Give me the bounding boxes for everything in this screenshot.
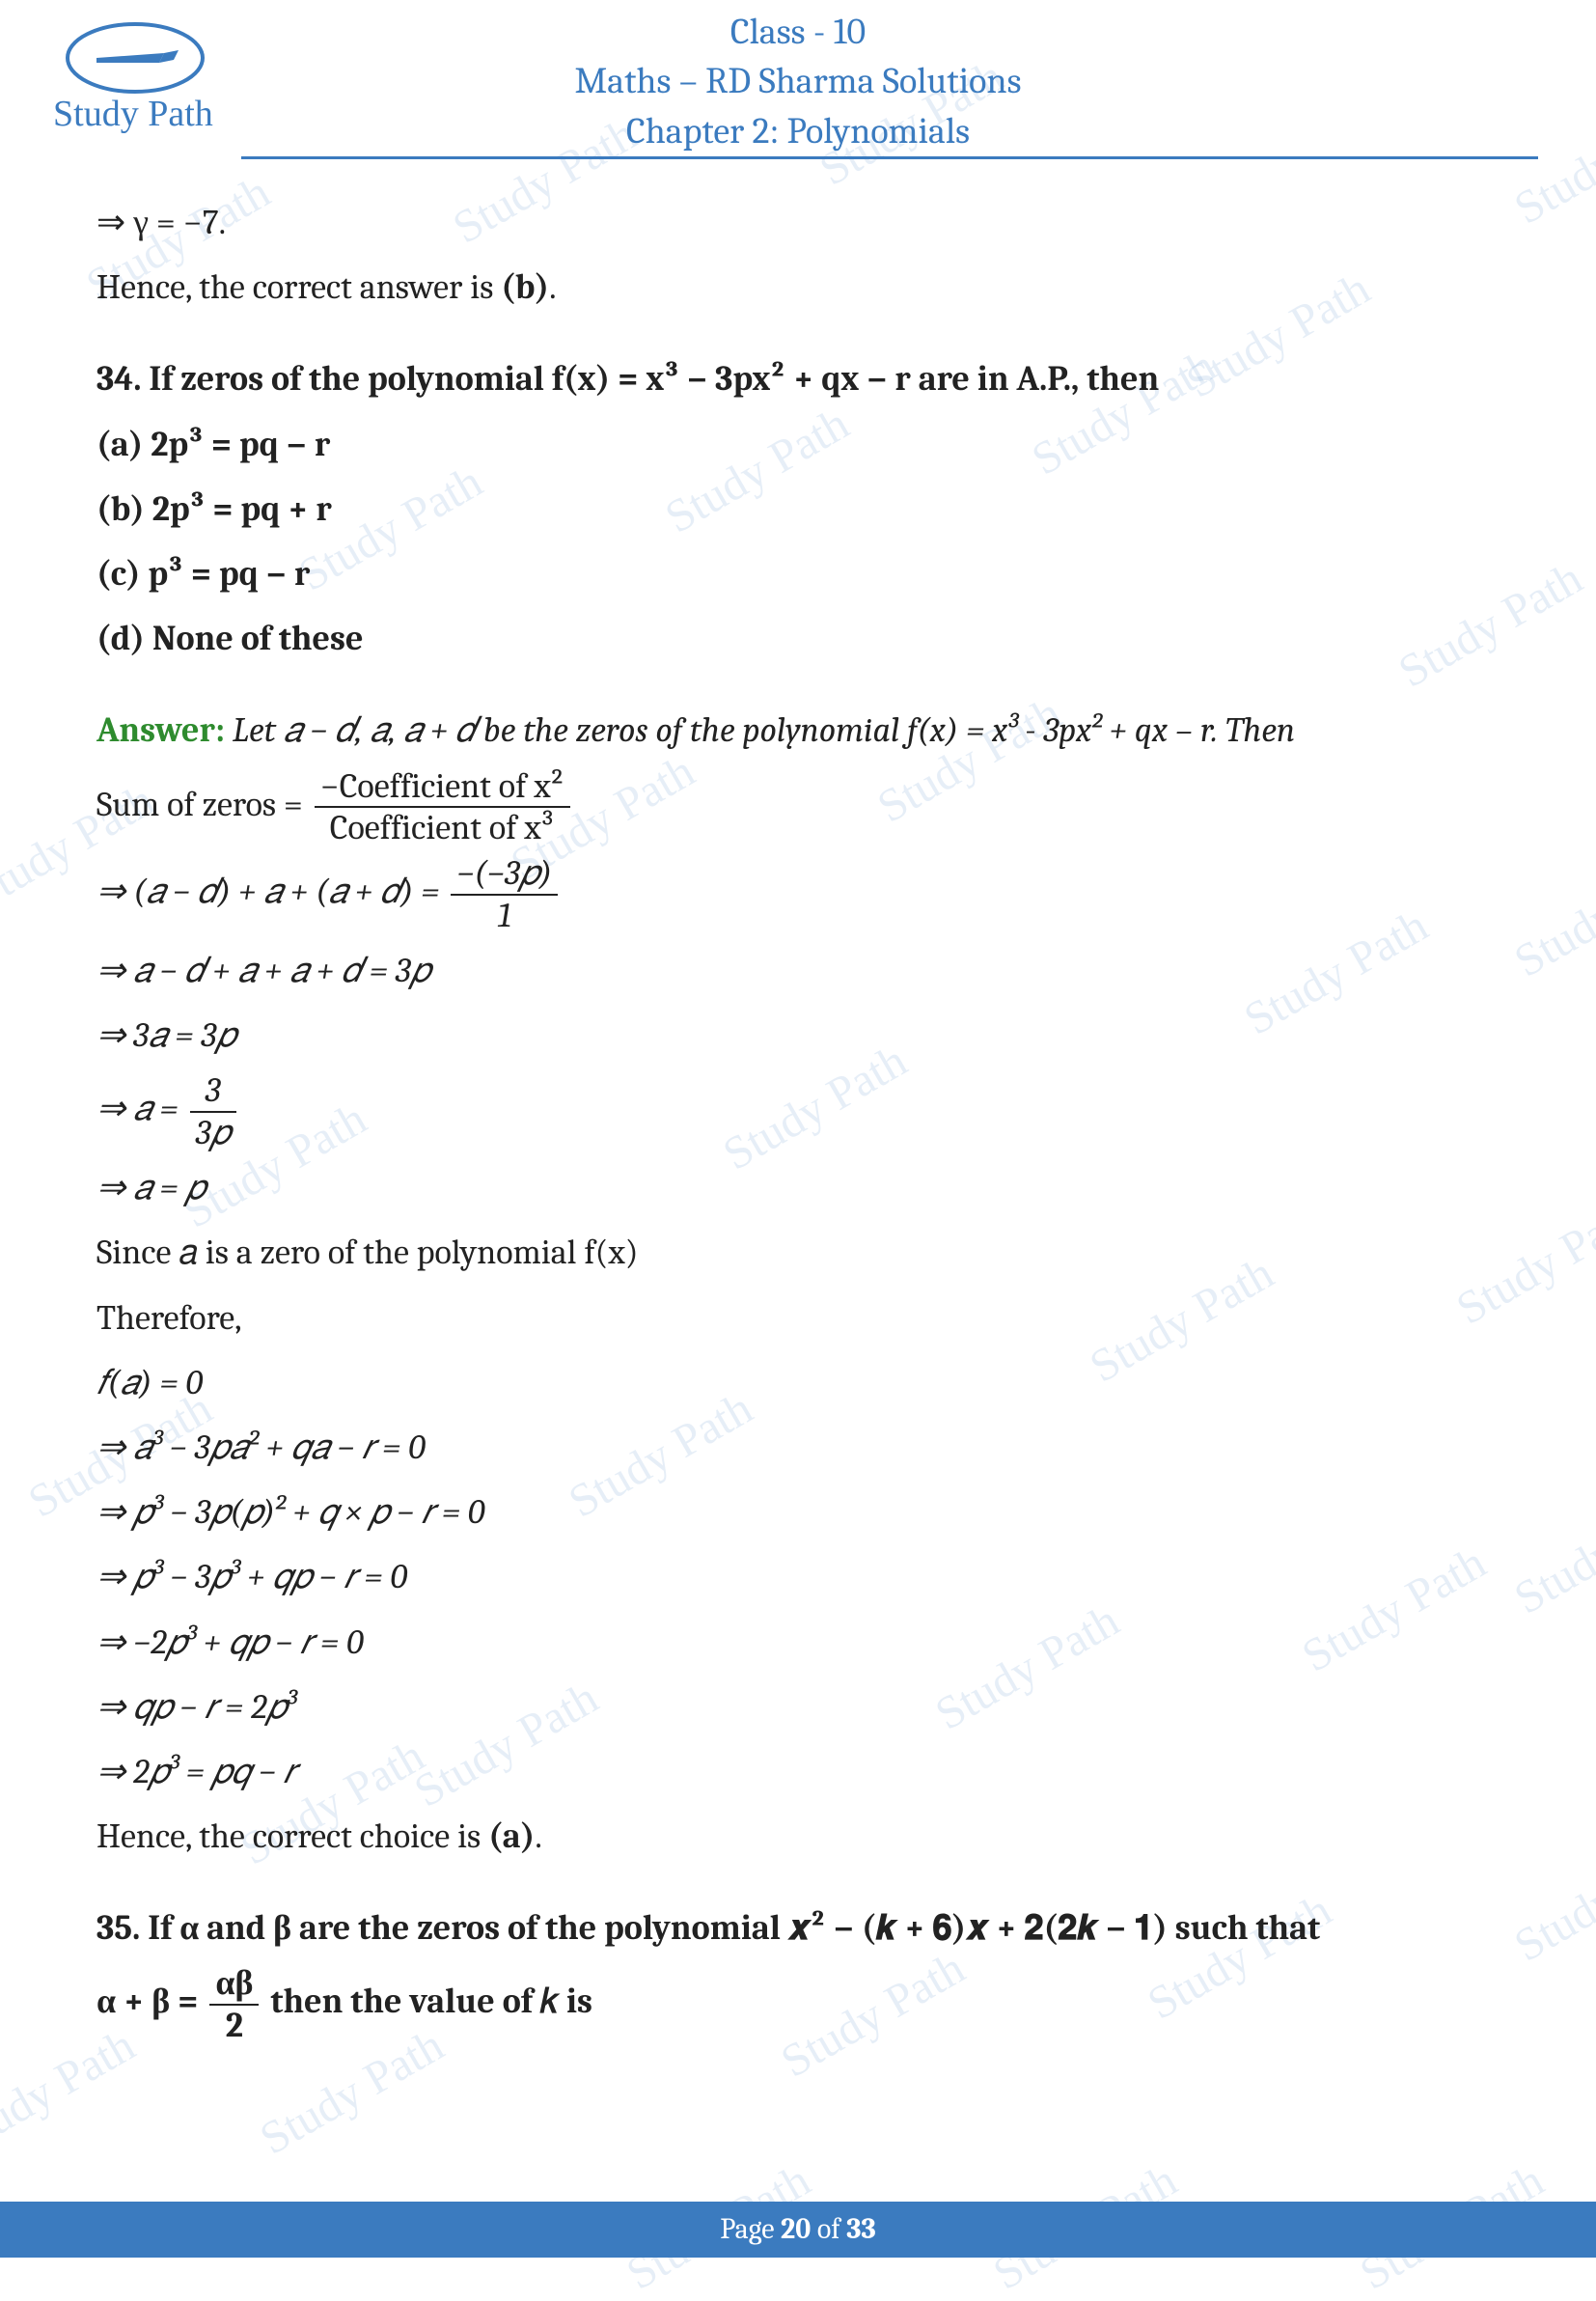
logo-text: Study Path <box>53 94 213 134</box>
page-header: Study Path Class - 10 Maths – RD Sharma … <box>0 0 1596 164</box>
answer-line: Answer: Let 𝑎 − 𝑑, 𝑎, 𝑎 + 𝑑 be the zeros… <box>96 701 1500 760</box>
header-rule <box>241 156 1538 159</box>
fraction: −Coefficient of x² Coefficient of x³ <box>315 766 571 848</box>
equation-line: Sum of zeros = −Coefficient of x² Coeffi… <box>96 766 1500 848</box>
header-chapter: Chapter 2: Polynomials <box>0 107 1596 156</box>
equation-line: ⇒ 𝑎 − 𝑑 + 𝑎 + 𝑎 + 𝑑 = 3𝑝 <box>96 941 1500 1000</box>
option-a: (a) 2p³ = pq − r <box>96 415 1500 474</box>
text-line: Hence, the correct answer is (b). <box>96 258 1500 317</box>
text-line: Therefore, <box>96 1289 1500 1347</box>
equation-line: ⇒ −2𝑝³ + 𝑞𝑝 − 𝑟 = 0 <box>96 1613 1500 1672</box>
option-c: (c) p³ = pq − r <box>96 544 1500 603</box>
equation-line: ⇒ 𝑞𝑝 − 𝑟 = 2𝑝³ <box>96 1677 1500 1736</box>
header-subject: Maths – RD Sharma Solutions <box>0 57 1596 106</box>
question-35-cont: α + β = αβ 2 then the value of 𝑘 is <box>96 1963 1500 2045</box>
logo: Study Path <box>39 10 232 145</box>
equation-line: ⇒ 𝑎 = 𝑝 <box>96 1158 1500 1217</box>
header-titles: Class - 10 Maths – RD Sharma Solutions C… <box>0 0 1596 156</box>
answer-label: Answer: <box>96 710 225 750</box>
equation-line: ⇒ 𝑎³ − 3𝑝𝑎² + 𝑞𝑎 − 𝑟 = 0 <box>96 1418 1500 1477</box>
content-area: ⇒ γ = −7. Hence, the correct answer is (… <box>0 164 1596 2045</box>
text-line: ⇒ γ = −7. <box>96 193 1500 252</box>
option-b: (b) 2p³ = pq + r <box>96 480 1500 539</box>
text-line: Hence, the correct choice is (a). <box>96 1807 1500 1866</box>
equation-line: ⇒ 2𝑝³ = 𝑝𝑞 − 𝑟 <box>96 1742 1500 1801</box>
option-d: (d) None of these <box>96 609 1500 668</box>
question-34: 34. If zeros of the polynomial f(x) = x³… <box>96 349 1500 408</box>
equation-line: ⇒ 𝑝³ − 3𝑝³ + 𝑞𝑝 − 𝑟 = 0 <box>96 1547 1500 1606</box>
fraction: αβ 2 <box>209 1963 259 2045</box>
equation-line: ⇒ 𝑎 = 3 3𝑝 <box>96 1070 1500 1152</box>
text-line: Since 𝑎 is a zero of the polynomial f(x) <box>96 1223 1500 1282</box>
equation-line: ⇒ 3𝑎 = 3𝑝 <box>96 1006 1500 1065</box>
fraction: 3 3𝑝 <box>190 1070 236 1152</box>
header-class: Class - 10 <box>0 8 1596 57</box>
question-35: 35. If α and β are the zeros of the poly… <box>96 1899 1500 1957</box>
fraction: −(−3𝑝) 1 <box>451 853 558 935</box>
page-footer: Page 20 of 33 <box>0 2202 1596 2258</box>
equation-line: ⇒ 𝑝³ − 3𝑝(𝑝)² + 𝑞 × 𝑝 − 𝑟 = 0 <box>96 1483 1500 1541</box>
equation-line: ⇒ (𝑎 − 𝑑) + 𝑎 + (𝑎 + 𝑑) = −(−3𝑝) 1 <box>96 853 1500 935</box>
equation-line: 𝑓(𝑎) = 0 <box>96 1353 1500 1412</box>
